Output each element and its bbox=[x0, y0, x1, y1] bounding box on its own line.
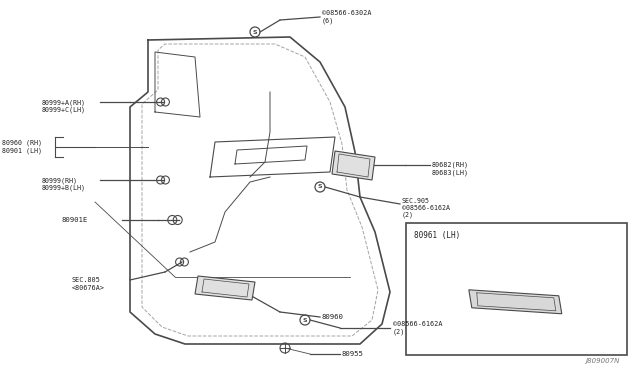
Text: SEC.905
©08566-6162A
(2): SEC.905 ©08566-6162A (2) bbox=[402, 198, 450, 218]
Text: S: S bbox=[317, 185, 323, 189]
Bar bbox=[406, 223, 627, 355]
Text: 80961 (LH): 80961 (LH) bbox=[415, 231, 461, 240]
Text: ©08566-6162A
(2): ©08566-6162A (2) bbox=[393, 321, 442, 335]
Polygon shape bbox=[195, 276, 255, 300]
Text: 80960 (RH)
80901 (LH): 80960 (RH) 80901 (LH) bbox=[2, 140, 42, 154]
Text: SEC.805
<80676A>: SEC.805 <80676A> bbox=[72, 278, 105, 291]
Polygon shape bbox=[332, 151, 375, 180]
Text: 80955: 80955 bbox=[342, 351, 364, 357]
Text: ©08566-6302A
(6): ©08566-6302A (6) bbox=[322, 10, 371, 24]
Text: J809007N: J809007N bbox=[586, 358, 620, 364]
Text: S: S bbox=[303, 317, 307, 323]
Text: 80682(RH)
80683(LH): 80682(RH) 80683(LH) bbox=[432, 162, 469, 176]
Text: 80999(RH)
80999+B(LH): 80999(RH) 80999+B(LH) bbox=[42, 177, 86, 191]
Text: S: S bbox=[253, 29, 257, 35]
Text: 80901E: 80901E bbox=[62, 217, 88, 223]
Text: 80999+A(RH)
80999+C(LH): 80999+A(RH) 80999+C(LH) bbox=[42, 99, 86, 113]
Polygon shape bbox=[468, 290, 562, 314]
Text: 80960: 80960 bbox=[322, 314, 344, 320]
